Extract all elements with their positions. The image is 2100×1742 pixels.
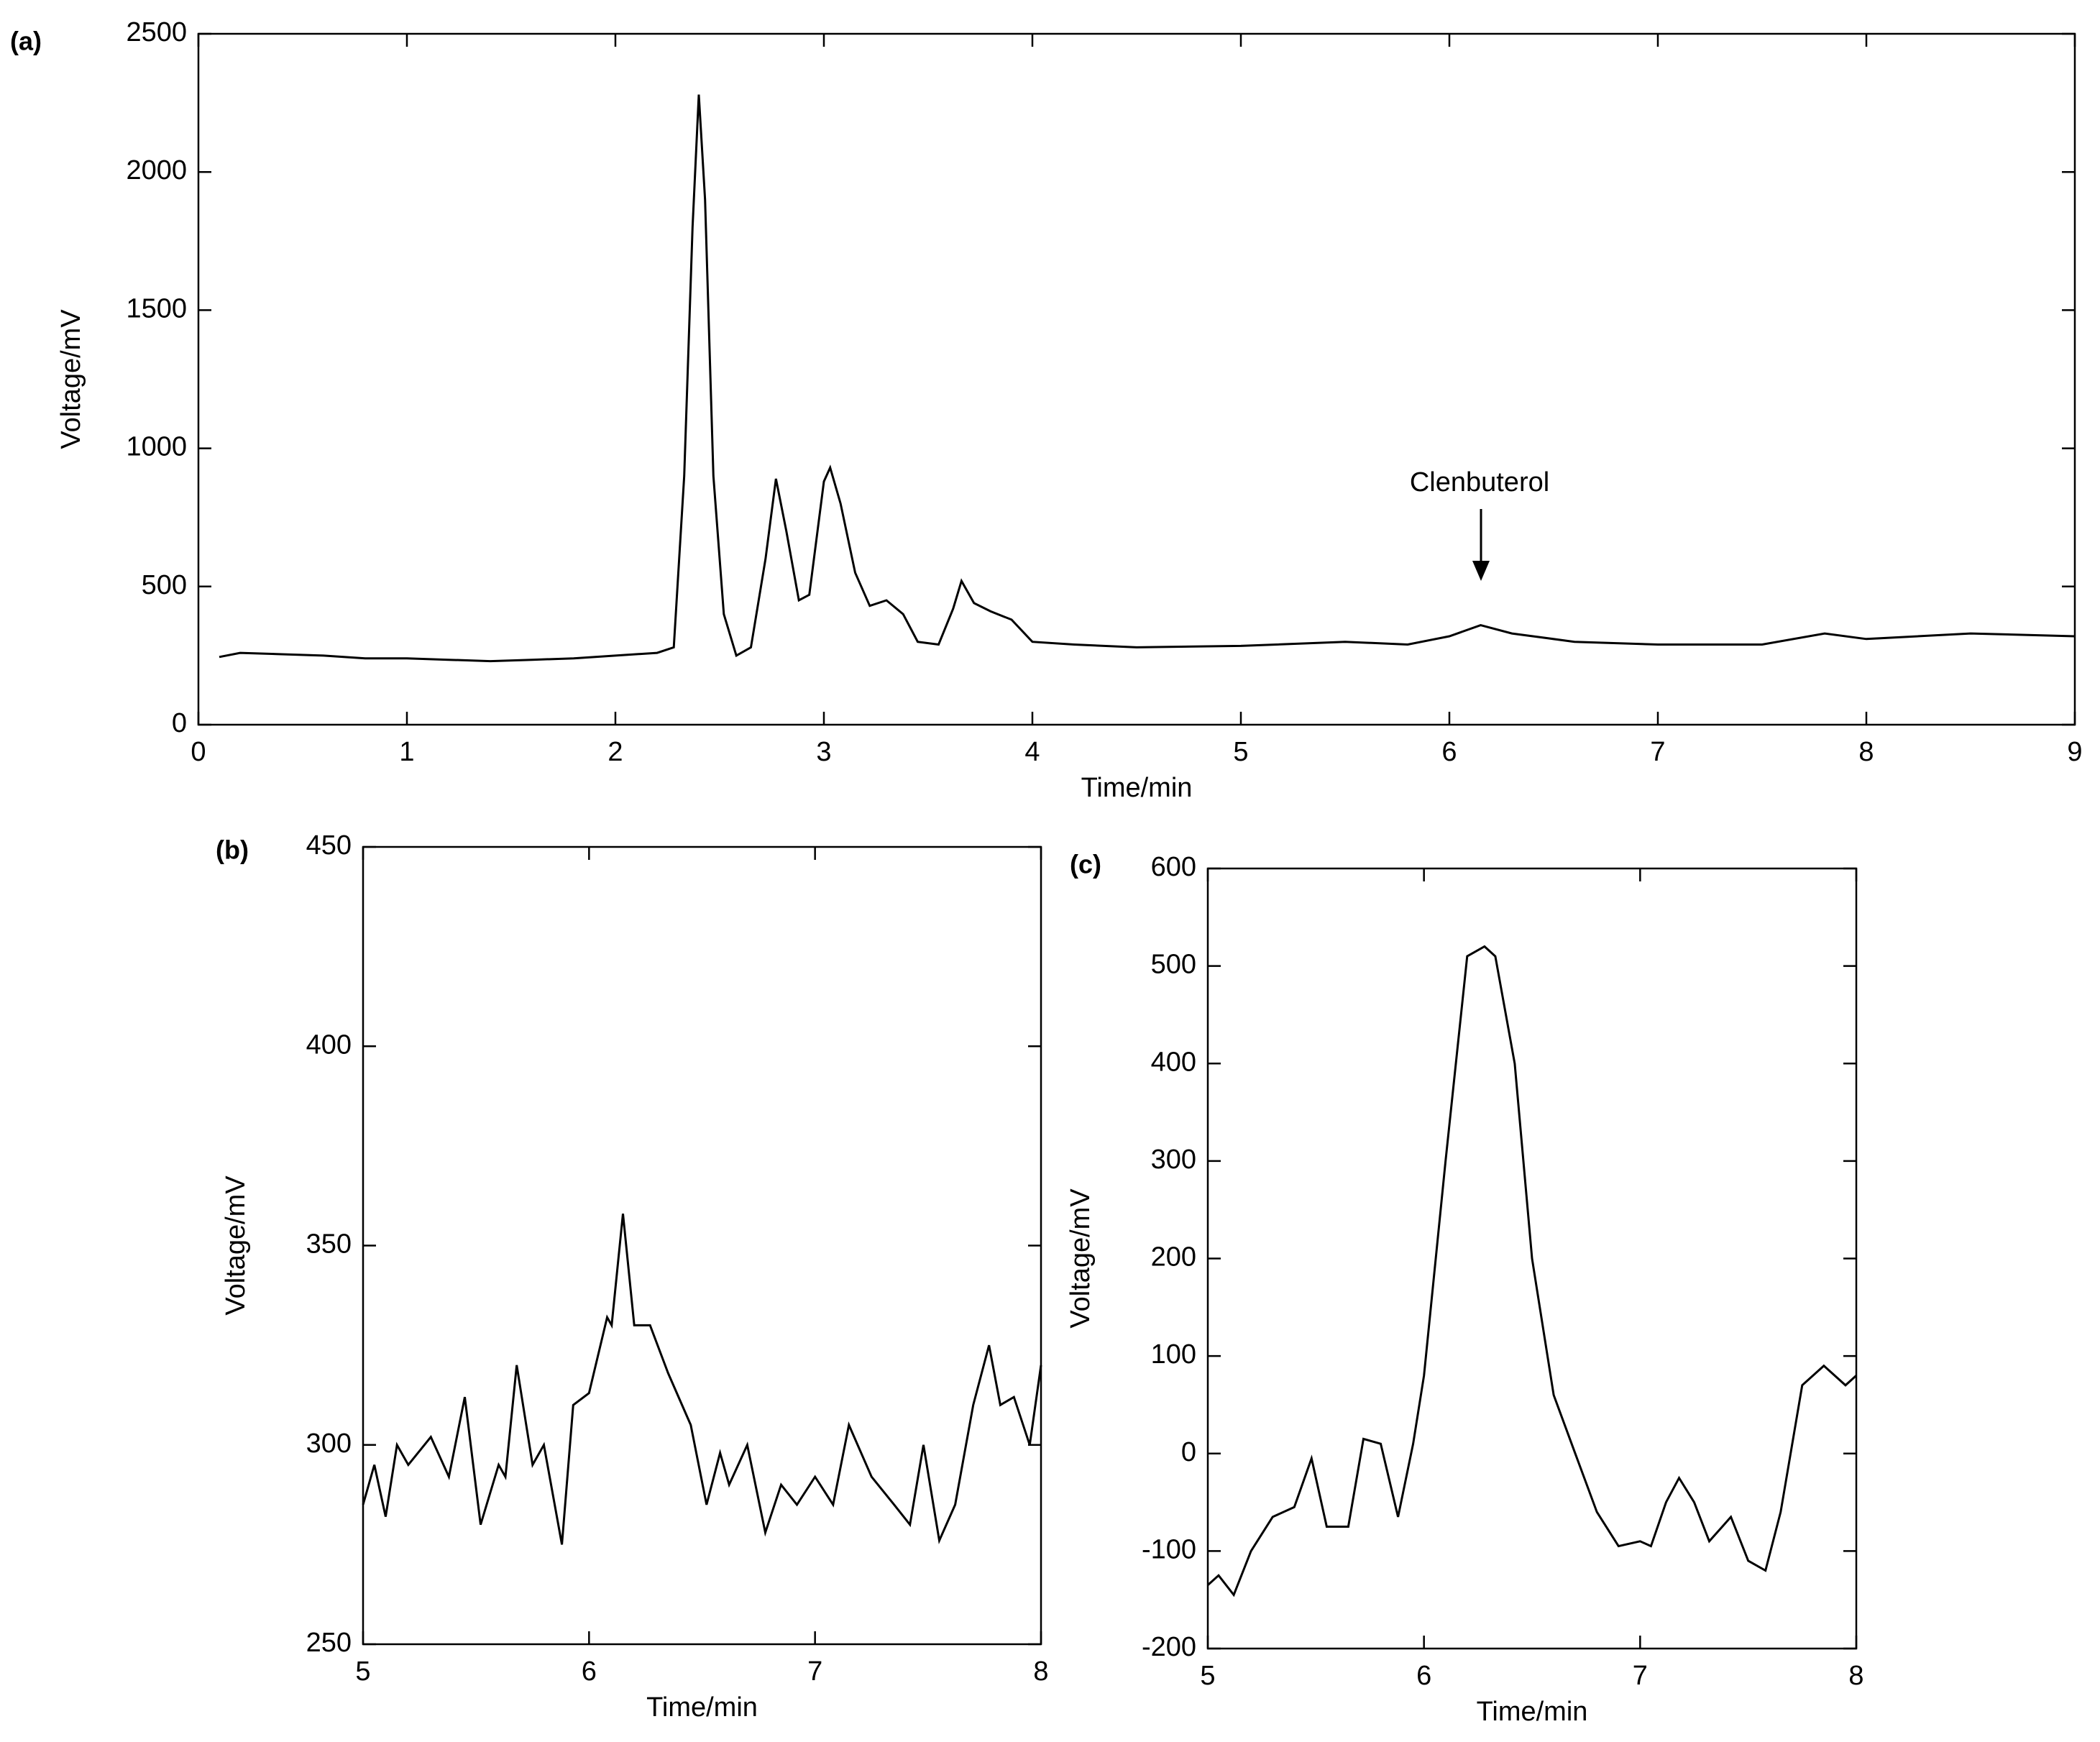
y-axis-label: Voltage/mV [56, 309, 86, 449]
y-tick-label: 350 [306, 1229, 352, 1260]
x-tick-label: 3 [816, 737, 831, 767]
panel-label: (c) [1070, 850, 1101, 879]
x-tick-label: 0 [191, 737, 206, 767]
x-tick-label: 5 [1233, 737, 1248, 767]
y-tick-label: 0 [172, 708, 187, 738]
panel-label: (a) [10, 27, 42, 56]
x-tick-label: 6 [1416, 1661, 1431, 1691]
x-tick-label: 7 [1650, 737, 1665, 767]
annotation: Clenbuterol [1410, 467, 1549, 498]
y-tick-label: 2500 [126, 17, 187, 47]
y-tick-label: 200 [1151, 1242, 1196, 1273]
y-tick-label: 300 [1151, 1145, 1196, 1175]
y-tick-label: 400 [306, 1030, 352, 1060]
axes-box [362, 845, 1042, 1646]
y-tick-label: 450 [306, 830, 352, 861]
y-tick-label: 400 [1151, 1047, 1196, 1077]
x-tick-label: 6 [582, 1656, 597, 1687]
y-tick-label: 1500 [126, 293, 187, 324]
x-tick-label: 5 [1200, 1661, 1215, 1691]
y-axis-label: Voltage/mV [221, 1175, 251, 1316]
y-tick-label: 100 [1151, 1339, 1196, 1370]
y-tick-label: -100 [1142, 1534, 1196, 1564]
data-line [219, 94, 2076, 663]
panel-label: (b) [216, 835, 249, 865]
x-tick-label: 4 [1024, 737, 1040, 767]
y-tick-label: 2000 [126, 155, 187, 185]
x-tick-label: 9 [2067, 737, 2082, 767]
y-tick-label: 300 [306, 1429, 352, 1459]
y-tick-label: 500 [1151, 950, 1196, 980]
x-tick-label: 8 [1858, 737, 1874, 767]
y-tick-label: 500 [142, 570, 187, 600]
x-tick-label: 7 [807, 1656, 822, 1687]
x-tick-label: 5 [355, 1656, 370, 1687]
y-axis-label: Voltage/mV [1065, 1188, 1096, 1329]
x-tick-label: 1 [399, 737, 414, 767]
annotation-arrowhead [1472, 561, 1490, 581]
y-tick-label: 1000 [126, 432, 187, 462]
x-axis-label: Time/min [646, 1692, 758, 1723]
x-tick-label: 7 [1633, 1661, 1648, 1691]
x-tick-label: 2 [607, 737, 623, 767]
x-tick-label: 8 [1848, 1661, 1863, 1691]
y-tick-label: 250 [306, 1628, 352, 1658]
data-line [1206, 945, 1858, 1597]
y-tick-label: 0 [1181, 1437, 1196, 1467]
y-tick-label: 600 [1151, 852, 1196, 882]
x-axis-label: Time/min [1477, 1697, 1588, 1727]
data-line [362, 1213, 1042, 1545]
y-tick-label: -200 [1142, 1632, 1196, 1662]
x-axis-label: Time/min [1081, 773, 1193, 803]
x-tick-label: 6 [1441, 737, 1457, 767]
axes-box [197, 32, 2076, 726]
x-tick-label: 8 [1033, 1656, 1048, 1687]
